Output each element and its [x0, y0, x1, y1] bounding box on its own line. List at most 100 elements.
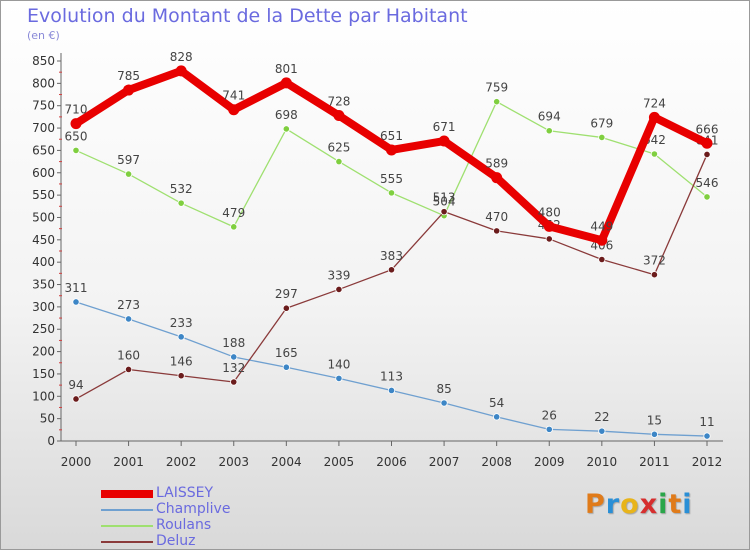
data-label-deluz: 470 [485, 210, 508, 224]
data-label-deluz: 513 [433, 191, 456, 205]
legend-swatch-champlive [101, 509, 153, 511]
y-tick-label: 800 [32, 76, 55, 90]
data-label-champlive: 113 [380, 369, 403, 383]
y-tick-label: 150 [32, 367, 55, 381]
y-tick-label: 400 [32, 255, 55, 269]
data-point-roulans [598, 133, 606, 142]
x-tick-label: 2000 [61, 455, 92, 469]
legend-item-roulans: Roulans [101, 517, 301, 534]
data-point-deluz [335, 285, 343, 294]
y-tick-label: 250 [32, 322, 55, 336]
data-point-deluz [598, 255, 606, 264]
logo-letter: P [585, 489, 606, 520]
y-tick-label: 0 [47, 434, 55, 448]
data-point-laissey [333, 110, 345, 122]
data-label-roulans: 546 [696, 176, 719, 190]
data-label-deluz: 94 [68, 378, 83, 392]
data-point-deluz [440, 208, 448, 216]
y-tick-label: 550 [32, 188, 55, 202]
data-label-champlive: 11 [699, 415, 714, 429]
y-tick-label: 850 [32, 54, 55, 68]
chart-title: Evolution du Montant de la Dette par Hab… [27, 5, 468, 27]
data-point-champlive [440, 399, 448, 407]
x-tick-label: 2003 [218, 455, 249, 469]
data-point-laissey [123, 84, 135, 96]
data-label-champlive: 54 [489, 396, 504, 410]
data-point-champlive [598, 427, 606, 435]
data-point-champlive [493, 413, 501, 421]
data-label-laissey: 480 [538, 205, 561, 219]
data-point-roulans [703, 193, 711, 201]
logo-letter: t [668, 489, 683, 520]
data-label-champlive: 26 [542, 408, 557, 422]
data-point-laissey [386, 144, 397, 156]
data-label-laissey: 671 [433, 120, 456, 134]
data-point-champlive [177, 333, 185, 341]
legend-label-champlive: Champlive [156, 501, 231, 517]
data-label-laissey: 651 [380, 129, 403, 143]
y-tick-label: 300 [32, 300, 55, 314]
data-label-roulans: 532 [170, 182, 193, 196]
data-label-champlive: 15 [647, 413, 662, 427]
legend-swatch-deluz [101, 541, 153, 543]
logo-letter: i [658, 489, 669, 520]
data-label-laissey: 785 [117, 69, 140, 83]
data-point-champlive [703, 432, 711, 440]
data-label-champlive: 311 [65, 281, 88, 295]
y-tick-label: 500 [32, 210, 55, 224]
x-tick-label: 2010 [587, 455, 618, 469]
y-tick-label: 200 [32, 345, 55, 359]
y-tick-label: 100 [32, 389, 55, 403]
data-point-roulans [335, 157, 343, 166]
data-point-laissey [596, 234, 608, 246]
x-tick-label: 2012 [692, 455, 723, 469]
data-label-champlive: 85 [436, 382, 451, 396]
data-label-deluz: 383 [380, 249, 403, 263]
data-label-roulans: 650 [65, 129, 88, 143]
data-label-deluz: 339 [327, 268, 350, 282]
data-point-deluz [282, 304, 290, 312]
legend-item-deluz: Deluz [101, 533, 301, 549]
data-label-roulans: 694 [538, 110, 561, 124]
data-point-deluz [124, 365, 133, 374]
data-point-deluz [703, 150, 711, 159]
data-point-laissey [648, 111, 660, 123]
data-point-laissey [228, 104, 240, 116]
x-tick-label: 2001 [113, 455, 144, 469]
data-point-deluz [493, 227, 501, 235]
data-label-roulans: 679 [590, 116, 613, 130]
data-label-laissey: 741 [222, 89, 245, 103]
y-tick-label: 50 [40, 412, 55, 426]
data-label-roulans: 504 [433, 195, 456, 209]
data-point-champlive [124, 315, 133, 323]
x-tick-label: 2005 [324, 455, 355, 469]
data-point-champlive [282, 363, 290, 371]
data-point-deluz [72, 395, 80, 403]
data-label-deluz: 372 [643, 254, 666, 268]
data-point-laissey [543, 220, 555, 232]
data-label-deluz: 146 [170, 355, 193, 369]
data-point-laissey [438, 135, 450, 147]
data-point-champlive [72, 298, 80, 306]
y-tick-label: 450 [32, 233, 55, 247]
data-point-champlive [650, 430, 659, 438]
legend-swatch-laissey [101, 490, 153, 498]
y-tick-label: 600 [32, 166, 55, 180]
data-point-deluz [230, 378, 238, 386]
data-point-deluz [177, 372, 185, 380]
data-label-champlive: 273 [117, 298, 140, 312]
data-label-laissey: 828 [170, 50, 193, 64]
logo-letter: o [620, 489, 640, 520]
data-point-champlive [545, 425, 553, 433]
data-label-roulans: 555 [380, 172, 403, 186]
y-tick-label: 700 [32, 121, 55, 135]
data-point-laissey [280, 77, 292, 89]
data-point-roulans [545, 127, 553, 135]
data-label-champlive: 22 [594, 410, 609, 424]
data-label-champlive: 165 [275, 346, 298, 360]
data-point-champlive [387, 386, 396, 395]
data-label-laissey: 666 [696, 122, 719, 136]
x-tick-label: 2007 [429, 455, 460, 469]
chart-subtitle: (en €) [27, 29, 60, 42]
